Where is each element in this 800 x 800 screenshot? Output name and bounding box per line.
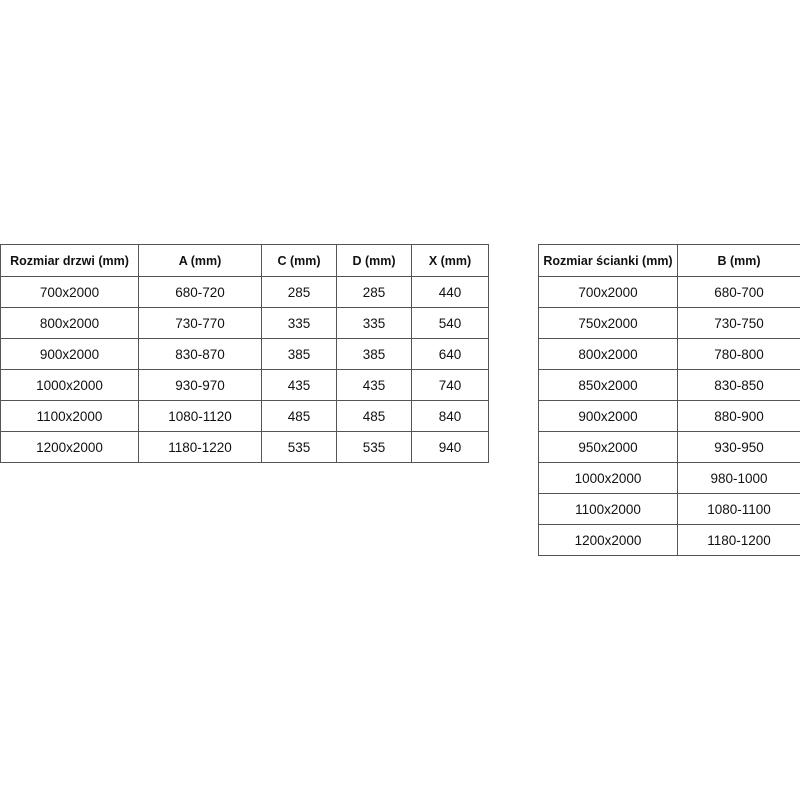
table-cell: 1200x2000	[538, 524, 678, 556]
table-cell: 740	[411, 369, 489, 401]
table-row: 750x2000 730-750	[538, 307, 800, 339]
table-row: 800x2000 730-770 335 335 540	[0, 307, 489, 339]
table-cell: 680-700	[677, 276, 800, 308]
table-cell: 800x2000	[0, 307, 139, 339]
table-cell: 1100x2000	[538, 493, 678, 525]
table-row: 900x2000 880-900	[538, 400, 800, 432]
table-cell: 730-770	[138, 307, 262, 339]
table-header-row: Rozmiar drzwi (mm) A (mm) C (mm) D (mm) X (m…	[0, 244, 489, 277]
table-cell: 900x2000	[538, 400, 678, 432]
table-cell: 880-900	[677, 400, 800, 432]
table-cell: 700x2000	[538, 276, 678, 308]
table-cell: 1100x2000	[0, 400, 139, 432]
column-header: B (mm)	[677, 244, 800, 277]
table-cell: 800x2000	[538, 338, 678, 370]
column-header: Rozmiar ścianki (mm)	[538, 244, 678, 277]
table-row: 1200x2000 1180-1200	[538, 524, 800, 556]
column-header: D (mm)	[336, 244, 412, 277]
table-cell: 435	[261, 369, 337, 401]
table-cell: 780-800	[677, 338, 800, 370]
table-cell: 440	[411, 276, 489, 308]
table-cell: 1180-1200	[677, 524, 800, 556]
table-cell: 830-850	[677, 369, 800, 401]
table-cell: 540	[411, 307, 489, 339]
table-cell: 750x2000	[538, 307, 678, 339]
table-row: 950x2000 930-950	[538, 431, 800, 463]
table-cell: 1080-1100	[677, 493, 800, 525]
table-cell: 335	[336, 307, 412, 339]
table-cell: 285	[261, 276, 337, 308]
column-header: Rozmiar drzwi (mm)	[0, 244, 139, 277]
table-cell: 980-1000	[677, 462, 800, 494]
door-size-table: Rozmiar drzwi (mm) A (mm) C (mm) D (mm) X (m…	[0, 244, 489, 463]
table-cell: 730-750	[677, 307, 800, 339]
column-header: C (mm)	[261, 244, 337, 277]
table-row: 1200x2000 1180-1220 535 535 940	[0, 431, 489, 463]
table-row: 1100x2000 1080-1100	[538, 493, 800, 525]
table-row: 1100x2000 1080-1120 485 485 840	[0, 400, 489, 432]
table-cell: 930-970	[138, 369, 262, 401]
table-cell: 900x2000	[0, 338, 139, 370]
table-cell: 535	[261, 431, 337, 463]
table-cell: 840	[411, 400, 489, 432]
table-cell: 1000x2000	[538, 462, 678, 494]
table-cell: 700x2000	[0, 276, 139, 308]
table-cell: 940	[411, 431, 489, 463]
table-cell: 435	[336, 369, 412, 401]
table-cell: 1000x2000	[0, 369, 139, 401]
table-cell: 535	[336, 431, 412, 463]
table-cell: 485	[261, 400, 337, 432]
column-header: X (mm)	[411, 244, 489, 277]
table-row: 700x2000 680-720 285 285 440	[0, 276, 489, 308]
column-header: A (mm)	[138, 244, 262, 277]
table-cell: 640	[411, 338, 489, 370]
table-cell: 485	[336, 400, 412, 432]
table-row: 800x2000 780-800	[538, 338, 800, 370]
table-cell: 1200x2000	[0, 431, 139, 463]
table-cell: 385	[336, 338, 412, 370]
wall-size-table: Rozmiar ścianki (mm) B (mm) 700x2000 680-7…	[538, 244, 800, 556]
table-cell: 830-870	[138, 338, 262, 370]
table-cell: 1080-1120	[138, 400, 262, 432]
table-cell: 930-950	[677, 431, 800, 463]
table-cell: 950x2000	[538, 431, 678, 463]
table-cell: 1180-1220	[138, 431, 262, 463]
table-row: 850x2000 830-850	[538, 369, 800, 401]
table-cell: 335	[261, 307, 337, 339]
table-row: 1000x2000 930-970 435 435 740	[0, 369, 489, 401]
table-row: 900x2000 830-870 385 385 640	[0, 338, 489, 370]
table-cell: 285	[336, 276, 412, 308]
table-cell: 680-720	[138, 276, 262, 308]
table-row: 700x2000 680-700	[538, 276, 800, 308]
table-row: 1000x2000 980-1000	[538, 462, 800, 494]
table-cell: 385	[261, 338, 337, 370]
table-cell: 850x2000	[538, 369, 678, 401]
table-header-row: Rozmiar ścianki (mm) B (mm)	[538, 244, 800, 277]
